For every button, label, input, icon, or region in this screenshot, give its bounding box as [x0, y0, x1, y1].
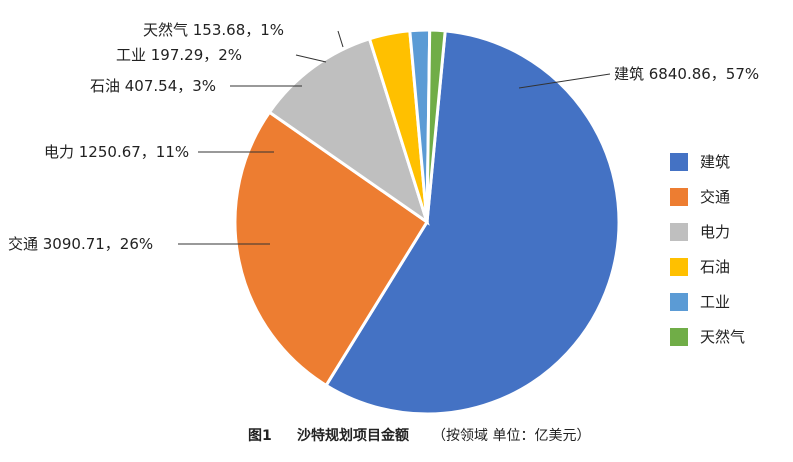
legend-label-4: 石油: [700, 258, 730, 276]
slice-label-2: 交通 3090.71，26%: [8, 235, 153, 253]
legend-swatch-6: [670, 328, 688, 346]
leader-line-1: [518, 73, 611, 89]
legend-swatch-3: [670, 223, 688, 241]
legend-label-3: 电力: [700, 223, 730, 241]
slice-label-4: 石油 407.54，3%: [90, 77, 216, 95]
figure-number: 图1: [248, 428, 272, 444]
legend-label-6: 天然气: [700, 328, 745, 346]
pie-slices: [233, 28, 621, 416]
legend-label-5: 工业: [700, 293, 730, 311]
pie-slice-1: [324, 29, 621, 416]
leader-line-6: [337, 30, 344, 48]
pie-slice-3: [267, 36, 430, 226]
pie-slice-2: [233, 110, 430, 388]
slice-label-5: 工业 197.29，2%: [116, 46, 242, 64]
legend-label-2: 交通: [700, 188, 730, 206]
leader-lines: [178, 30, 611, 245]
slice-labels: 建筑 6840.86，57% 交通 3090.71，26% 电力 1250.67，1…: [8, 21, 759, 253]
pie-slice-6: [425, 28, 447, 223]
slice-label-1: 建筑 6840.86，57%: [614, 65, 759, 83]
legend-swatch-4: [670, 258, 688, 276]
slice-label-6: 天然气 153.68，1%: [143, 21, 284, 39]
legend-swatch-1: [670, 153, 688, 171]
legend-label-1: 建筑: [700, 153, 730, 171]
chart-unit-note: （按领域 单位：亿美元）: [432, 428, 590, 444]
legend-swatch-5: [670, 293, 688, 311]
chart-title: 沙特规划项目金额: [297, 427, 409, 444]
leader-line-5: [295, 54, 327, 63]
legend-swatch-2: [670, 188, 688, 206]
caption: 图1 沙特规划项目金额 （按领域 单位：亿美元）: [248, 427, 590, 444]
slice-label-3: 电力 1250.67，11%: [44, 143, 189, 161]
